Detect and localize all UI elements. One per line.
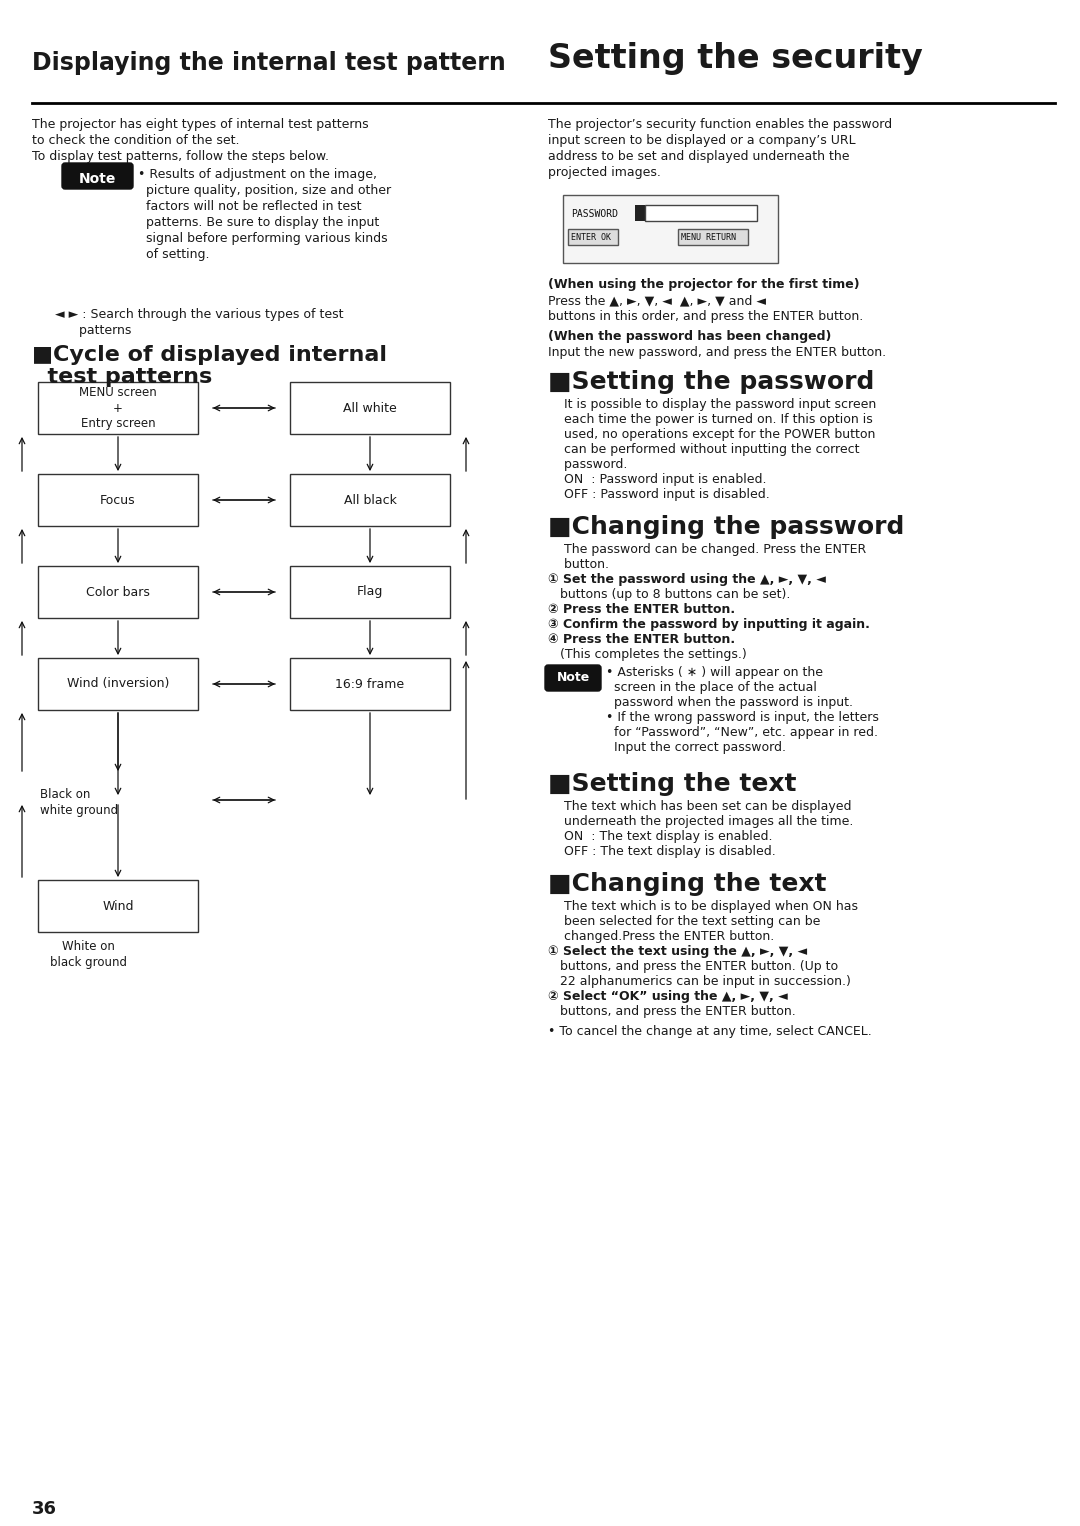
Text: • Results of adjustment on the image,: • Results of adjustment on the image,: [138, 168, 377, 182]
Bar: [38, 658, 198, 710]
Text: Setting the security: Setting the security: [548, 43, 922, 75]
Text: White on
black ground: White on black ground: [50, 940, 126, 969]
Text: ON  : The text display is enabled.: ON : The text display is enabled.: [548, 830, 772, 842]
FancyBboxPatch shape: [62, 163, 133, 189]
Bar: [38, 881, 198, 932]
Text: Press the ▲, ►, ▼, ◄  ▲, ►, ▼ and ◄: Press the ▲, ►, ▼, ◄ ▲, ►, ▼ and ◄: [548, 295, 766, 307]
Text: The text which has been set can be displayed: The text which has been set can be displ…: [548, 800, 851, 813]
Text: Color bars: Color bars: [86, 586, 150, 598]
Text: buttons in this order, and press the ENTER button.: buttons in this order, and press the ENT…: [548, 310, 863, 324]
Text: for “Password”, “New”, etc. appear in red.: for “Password”, “New”, etc. appear in re…: [606, 726, 878, 739]
Text: used, no operations except for the POWER button: used, no operations except for the POWER…: [548, 427, 876, 441]
Text: Focus: Focus: [100, 493, 136, 507]
Text: each time the power is turned on. If this option is: each time the power is turned on. If thi…: [548, 414, 873, 426]
Text: buttons, and press the ENTER button.: buttons, and press the ENTER button.: [548, 1006, 796, 1018]
Text: ◄ ► : Search through the various types of test: ◄ ► : Search through the various types o…: [55, 308, 343, 320]
Text: button.: button.: [548, 559, 609, 571]
Text: Flag: Flag: [356, 586, 383, 598]
Text: ON  : Password input is enabled.: ON : Password input is enabled.: [548, 473, 767, 485]
Bar: [678, 229, 748, 246]
Text: password when the password is input.: password when the password is input.: [606, 696, 853, 710]
Text: address to be set and displayed underneath the: address to be set and displayed undernea…: [548, 150, 850, 163]
Text: The password can be changed. Press the ENTER: The password can be changed. Press the E…: [548, 543, 866, 555]
Text: Black on
white ground: Black on white ground: [40, 787, 118, 816]
Text: • Asterisks ( ∗ ) will appear on the: • Asterisks ( ∗ ) will appear on the: [606, 665, 823, 679]
Text: All black: All black: [343, 493, 396, 507]
Text: to check the condition of the set.: to check the condition of the set.: [32, 134, 240, 146]
Bar: [38, 566, 198, 618]
Text: ENTER OK: ENTER OK: [571, 233, 611, 243]
Text: ■Changing the text: ■Changing the text: [548, 871, 826, 896]
Text: (This completes the settings.): (This completes the settings.): [548, 649, 746, 661]
Text: input screen to be displayed or a company’s URL: input screen to be displayed or a compan…: [548, 134, 855, 146]
Bar: [635, 204, 645, 221]
Text: Input the new password, and press the ENTER button.: Input the new password, and press the EN…: [548, 346, 886, 359]
Text: test patterns: test patterns: [32, 366, 213, 388]
Text: patterns: patterns: [55, 324, 132, 337]
Text: buttons, and press the ENTER button. (Up to: buttons, and press the ENTER button. (Up…: [548, 960, 838, 974]
Text: ③ Confirm the password by inputting it again.: ③ Confirm the password by inputting it a…: [548, 618, 869, 630]
Text: underneath the projected images all the time.: underneath the projected images all the …: [548, 815, 853, 829]
Text: of setting.: of setting.: [138, 249, 210, 261]
Text: ■Setting the text: ■Setting the text: [548, 772, 797, 797]
Text: ① Set the password using the ▲, ►, ▼, ◄: ① Set the password using the ▲, ►, ▼, ◄: [548, 572, 826, 586]
Text: All white: All white: [343, 401, 396, 415]
Text: To display test patterns, follow the steps below.: To display test patterns, follow the ste…: [32, 150, 329, 163]
Text: (When using the projector for the first time): (When using the projector for the first …: [548, 278, 860, 291]
Text: picture quality, position, size and other: picture quality, position, size and othe…: [138, 185, 391, 197]
Bar: [645, 204, 757, 221]
Text: ① Select the text using the ▲, ►, ▼, ◄: ① Select the text using the ▲, ►, ▼, ◄: [548, 945, 807, 958]
Bar: [38, 475, 198, 526]
Text: (When the password has been changed): (When the password has been changed): [548, 330, 832, 343]
Bar: [563, 195, 778, 262]
Text: The projector’s security function enables the password: The projector’s security function enable…: [548, 118, 892, 131]
Text: 36: 36: [32, 1500, 57, 1518]
Text: Displaying the internal test pattern: Displaying the internal test pattern: [32, 50, 505, 75]
Text: ② Select “OK” using the ▲, ►, ▼, ◄: ② Select “OK” using the ▲, ►, ▼, ◄: [548, 990, 787, 1003]
Text: Wind (inversion): Wind (inversion): [67, 678, 170, 690]
Text: Note: Note: [556, 671, 590, 684]
Text: 22 alphanumerics can be input in succession.): 22 alphanumerics can be input in success…: [548, 975, 851, 987]
Bar: [568, 229, 618, 246]
Text: password.: password.: [548, 458, 627, 472]
Text: patterns. Be sure to display the input: patterns. Be sure to display the input: [138, 217, 379, 229]
Text: buttons (up to 8 buttons can be set).: buttons (up to 8 buttons can be set).: [548, 588, 791, 601]
Text: • To cancel the change at any time, select CANCEL.: • To cancel the change at any time, sele…: [548, 1025, 872, 1038]
Bar: [38, 382, 198, 433]
Bar: [291, 658, 450, 710]
Text: ■Setting the password: ■Setting the password: [548, 369, 875, 394]
FancyBboxPatch shape: [545, 665, 600, 691]
Text: MENU screen
+
Entry screen: MENU screen + Entry screen: [79, 386, 157, 429]
Text: PASSWORD: PASSWORD: [571, 209, 618, 220]
Text: Wind: Wind: [103, 899, 134, 913]
Bar: [291, 475, 450, 526]
Bar: [291, 382, 450, 433]
Text: screen in the place of the actual: screen in the place of the actual: [606, 681, 816, 694]
Text: OFF : Password input is disabled.: OFF : Password input is disabled.: [548, 488, 770, 501]
Text: factors will not be reflected in test: factors will not be reflected in test: [138, 200, 362, 214]
Text: ④ Press the ENTER button.: ④ Press the ENTER button.: [548, 633, 735, 645]
Text: 16:9 frame: 16:9 frame: [336, 678, 405, 690]
Text: can be performed without inputting the correct: can be performed without inputting the c…: [548, 443, 860, 456]
Text: OFF : The text display is disabled.: OFF : The text display is disabled.: [548, 845, 775, 858]
Text: ■Changing the password: ■Changing the password: [548, 514, 904, 539]
Text: changed.Press the ENTER button.: changed.Press the ENTER button.: [548, 929, 774, 943]
Text: • If the wrong password is input, the letters: • If the wrong password is input, the le…: [606, 711, 879, 723]
Text: projected images.: projected images.: [548, 166, 661, 179]
Text: ② Press the ENTER button.: ② Press the ENTER button.: [548, 603, 735, 617]
Text: MENU RETURN: MENU RETURN: [681, 233, 735, 243]
Text: The projector has eight types of internal test patterns: The projector has eight types of interna…: [32, 118, 368, 131]
Text: ■Cycle of displayed internal: ■Cycle of displayed internal: [32, 345, 387, 365]
Bar: [291, 566, 450, 618]
Text: signal before performing various kinds: signal before performing various kinds: [138, 232, 388, 246]
Text: The text which is to be displayed when ON has: The text which is to be displayed when O…: [548, 900, 858, 913]
Text: It is possible to display the password input screen: It is possible to display the password i…: [548, 398, 876, 410]
Text: Input the correct password.: Input the correct password.: [606, 742, 786, 754]
Text: Note: Note: [79, 172, 117, 186]
Text: been selected for the text setting can be: been selected for the text setting can b…: [548, 916, 821, 928]
